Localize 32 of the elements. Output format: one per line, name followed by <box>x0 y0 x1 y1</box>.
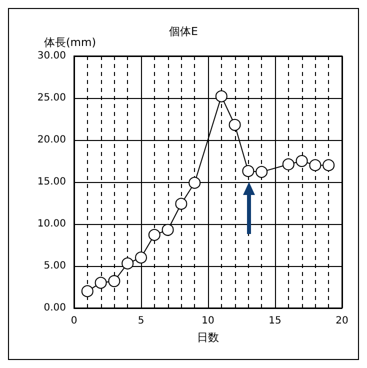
point <box>81 285 94 298</box>
x-tick-label: 0 <box>70 316 78 326</box>
point <box>135 252 147 264</box>
y-tick-label: 25.00 <box>37 92 66 104</box>
point <box>256 166 268 178</box>
point <box>162 224 174 236</box>
point <box>122 257 134 270</box>
y-tick-label: 0.00 <box>44 302 66 314</box>
point <box>94 276 107 289</box>
point <box>175 198 188 210</box>
point <box>322 159 335 172</box>
point <box>309 159 322 172</box>
x-axis-title: 日数 <box>197 331 219 344</box>
point <box>228 118 241 131</box>
y-axis-title: 体長(mm) <box>44 36 96 49</box>
x-tick-label: 15 <box>268 316 282 326</box>
y-tick-label: 20.00 <box>37 134 66 146</box>
x-tick-label: 5 <box>138 316 144 326</box>
y-tick-label: 30.00 <box>37 50 66 62</box>
point <box>188 176 201 189</box>
y-tick-label: 10.00 <box>37 218 66 230</box>
point <box>296 155 308 167</box>
chart-title: 個体E <box>169 25 198 38</box>
x-tick-label: 20 <box>336 316 348 326</box>
y-tick-label: 5.00 <box>44 260 66 272</box>
point <box>108 275 120 288</box>
y-tick-label: 15.00 <box>37 176 66 188</box>
point <box>215 90 228 102</box>
point <box>242 165 254 178</box>
point <box>148 228 160 241</box>
point <box>282 158 294 170</box>
x-tick-label: 10 <box>202 316 214 326</box>
